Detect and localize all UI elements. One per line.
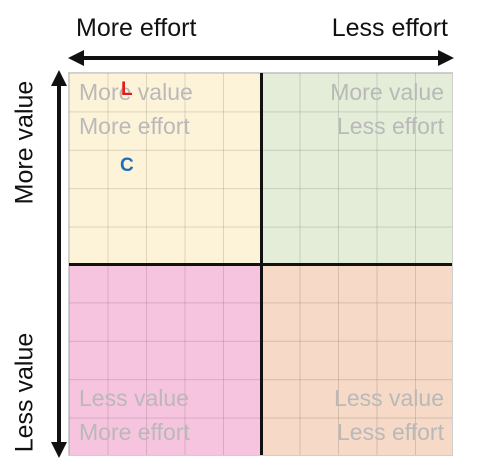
quadrant-line: Less effort [337, 113, 444, 139]
quadrant-more-value-less-effort: More value Less effort [260, 73, 452, 264]
quadrant-less-value-more-effort: Less value More effort [69, 264, 261, 455]
quadrant-line: More value [330, 79, 444, 105]
horizontal-divider [69, 263, 452, 266]
quadrant-line: More value [79, 79, 193, 105]
axis-label-less-effort: Less effort [331, 14, 448, 42]
quadrant-less-value-less-effort: Less value Less effort [260, 264, 452, 455]
quadrant-line: Less value [334, 385, 444, 411]
axis-label-less-value: Less value [10, 332, 39, 453]
quadrant-text: Less value Less effort [334, 381, 444, 449]
axis-label-more-effort: More effort [76, 14, 197, 42]
quadrant-more-value-more-effort: More value More effort L C [69, 73, 261, 264]
quadrant-line: More effort [79, 419, 190, 445]
marker-c: C [120, 155, 134, 176]
axis-label-more-value: More value [10, 80, 39, 205]
quadrant-line: More effort [79, 113, 190, 139]
effort-value-matrix: More value More effort L C More value Le… [68, 72, 453, 456]
quadrant-line: Less value [79, 385, 189, 411]
quadrant-line: Less effort [337, 419, 444, 445]
marker-l: L [121, 79, 133, 100]
quadrant-text: Less value More effort [79, 381, 190, 449]
quadrant-text: More value Less effort [330, 75, 444, 143]
quadrant-text: More value More effort [79, 75, 193, 143]
